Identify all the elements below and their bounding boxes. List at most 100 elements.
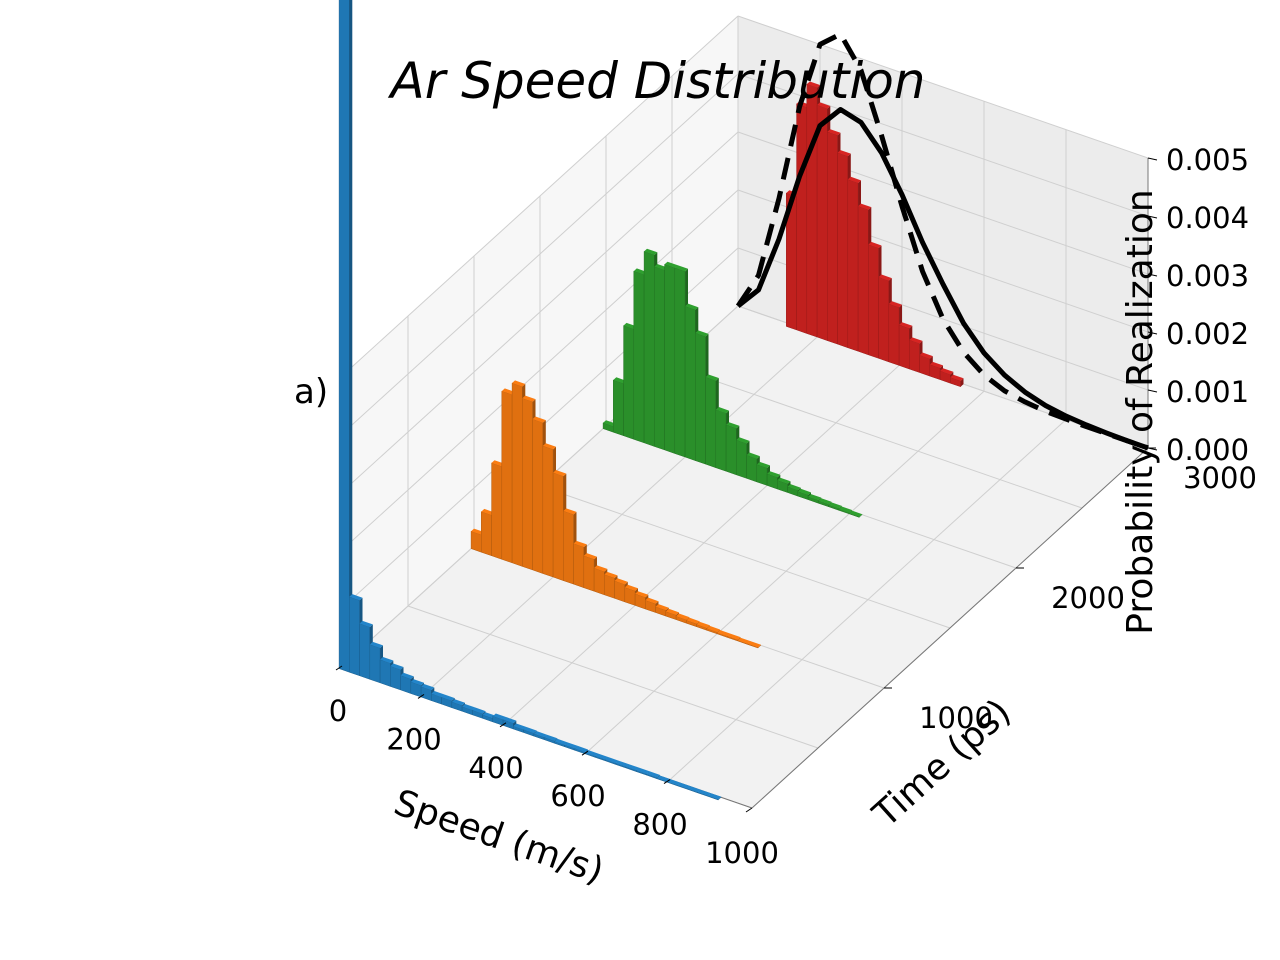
bar-side	[758, 644, 761, 648]
bar-top	[849, 510, 863, 517]
bar-top	[777, 477, 791, 484]
bar-top	[421, 684, 435, 691]
bar-top	[583, 553, 597, 560]
z-tick-mark	[1147, 215, 1158, 219]
bar-top	[471, 528, 485, 535]
bar-front	[857, 205, 869, 356]
y-tick-label: 2000	[1051, 581, 1125, 615]
bar-front	[654, 266, 665, 451]
fit-curve-solid	[736, 107, 1149, 451]
bar-top	[717, 630, 731, 637]
bar-top	[501, 388, 515, 395]
bar-top	[644, 248, 658, 255]
bar-top	[491, 460, 505, 467]
bar-top	[806, 81, 820, 88]
bar-top	[868, 241, 882, 249]
bar-top	[940, 368, 954, 375]
bar-top	[400, 672, 414, 679]
z-tick-label: 0.001	[1166, 375, 1249, 409]
bar-top	[737, 637, 751, 644]
bar-front	[847, 179, 859, 352]
x-tick-label: 600	[550, 779, 605, 813]
bar-top	[667, 779, 681, 786]
grid-line-left-z	[341, 131, 739, 493]
bar-front	[643, 251, 655, 447]
bar-front	[511, 382, 523, 567]
bar-front	[623, 325, 635, 440]
bar-front	[369, 644, 381, 684]
bar-top	[431, 691, 445, 698]
bar-top	[686, 617, 700, 624]
bar-top	[410, 679, 424, 686]
bar-front	[756, 464, 768, 486]
bar-top	[878, 274, 892, 281]
bar-top	[797, 488, 811, 495]
bar-front	[888, 303, 900, 366]
axis-line-y	[751, 447, 1149, 809]
bar-top	[697, 789, 711, 796]
bar-top	[522, 395, 536, 402]
bar-top	[655, 604, 669, 611]
bar-top	[645, 597, 659, 604]
bar-top	[563, 508, 577, 515]
bar-front	[470, 530, 482, 553]
grid-line-left-z	[341, 73, 739, 435]
bar-front	[736, 439, 747, 479]
bar-top	[950, 374, 964, 381]
bar-top	[837, 150, 851, 157]
bar-top	[481, 508, 495, 516]
bar-top	[492, 713, 506, 720]
bar-top	[613, 377, 627, 384]
bar-top	[747, 641, 761, 648]
bar-side	[859, 514, 863, 518]
bar-top	[513, 723, 527, 730]
x-tick-mark	[745, 807, 753, 813]
bar-top	[472, 707, 486, 714]
bar-top	[512, 380, 526, 387]
bar-top	[369, 641, 383, 648]
x-tick-mark	[335, 665, 343, 671]
z-tick-label: 0.004	[1166, 201, 1249, 235]
bar-top	[636, 767, 650, 774]
bar-front	[684, 305, 696, 461]
bar-top	[736, 437, 750, 444]
bar-top	[685, 303, 699, 310]
bar-top	[523, 727, 537, 734]
bar-front	[837, 152, 849, 349]
bar-front	[695, 332, 706, 465]
bar-front	[878, 276, 890, 363]
bar-top	[390, 663, 404, 670]
bar-front	[604, 574, 615, 599]
bar-top	[909, 337, 923, 344]
grid-line-floor-y	[539, 485, 951, 629]
bar-top	[380, 657, 394, 664]
bar-top	[594, 565, 608, 572]
bar-top	[564, 742, 578, 749]
bar-top	[595, 753, 609, 760]
z-axis-label: Probability of Realization	[1120, 189, 1161, 634]
z-tick-mark	[1147, 331, 1158, 335]
bar-top	[665, 608, 679, 615]
bar-top	[817, 102, 831, 109]
bar-top	[626, 764, 640, 771]
bar-top	[818, 498, 832, 505]
bar-front	[583, 555, 595, 592]
bar-front	[868, 244, 879, 359]
bar-front	[542, 445, 554, 578]
bar-top	[696, 621, 710, 628]
bar-front	[705, 376, 717, 469]
bar-side	[960, 378, 964, 387]
bar-top	[624, 584, 638, 591]
bar-top	[674, 265, 688, 272]
x-tick-label: 1000	[705, 836, 779, 870]
bar-front	[909, 339, 920, 373]
bar-top	[605, 757, 619, 764]
bar-front	[593, 567, 605, 596]
bar-front	[614, 580, 626, 603]
bar-side	[718, 796, 722, 800]
bar-front	[919, 354, 931, 377]
bar-front	[796, 103, 808, 334]
bar-top	[451, 699, 465, 706]
bar-front	[674, 267, 686, 458]
